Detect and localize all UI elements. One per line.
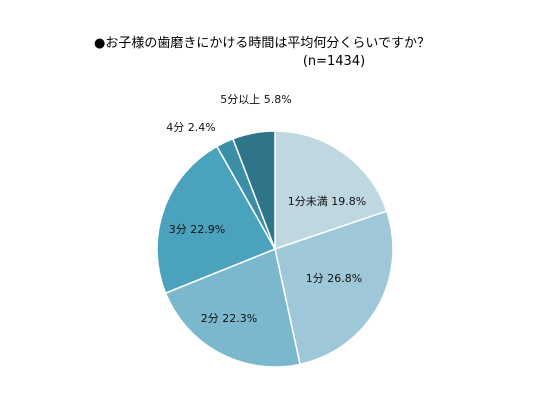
slice-label-1: 1分 26.8% [306,272,362,285]
pie-slice-3 [156,145,277,295]
chart-title: ●お子様の歯磨きにかける時間は平均何分くらいですか？ [94,36,430,51]
pie-slices [156,130,394,368]
pie-labels: 1分未満 19.8% 1分 26.8% 2分 22.3% 3分 22.9% 4分 2.4… [166,93,366,325]
slice-label-5: 5分以上 5.8% [220,93,291,106]
chart-subtitle: (n=1434) [302,54,366,69]
slice-label-4: 4分 2.4% [166,121,215,134]
pie-slice-2 [164,247,301,368]
pie-slice-0 [274,130,388,251]
slice-label-2: 2分 22.3% [201,312,257,325]
pie-slice-1 [274,210,394,366]
slice-label-3: 3分 22.9% [169,223,225,236]
pie-slice-5 [231,130,276,250]
slice-label-0: 1分未満 19.8% [288,195,366,208]
